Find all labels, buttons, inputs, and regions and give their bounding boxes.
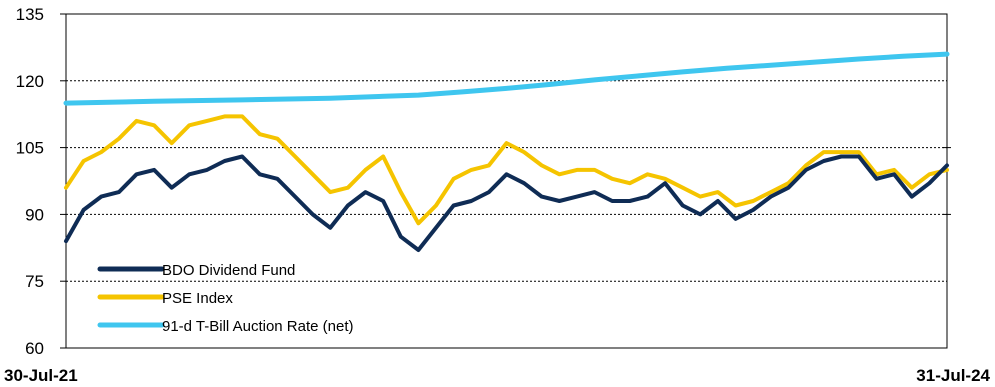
y-tick-label-60: 60	[25, 339, 44, 358]
legend-label-1: PSE Index	[162, 290, 233, 307]
legend: BDO Dividend Fund PSE Index 91-d T-Bill Au…	[97, 262, 353, 335]
x-axis-ticks: 30-Jul-21 31-Jul-24	[4, 366, 991, 385]
series-line-1	[64, 114, 949, 226]
x-tick-end: 31-Jul-24	[916, 366, 990, 385]
legend-label-2: 91-d T-Bill Auction Rate (net)	[162, 318, 353, 335]
y-tick-label-120: 120	[16, 72, 44, 91]
plot-area-border	[65, 13, 948, 349]
series-line-0	[64, 154, 949, 252]
y-tick-label-75: 75	[25, 272, 44, 291]
series-line-2	[63, 51, 950, 106]
x-tick-start: 30-Jul-21	[4, 366, 78, 385]
series-lines	[63, 51, 950, 252]
y-tick-label-105: 105	[16, 139, 44, 158]
gridlines	[66, 80, 947, 282]
y-tick-label-135: 135	[16, 5, 44, 24]
y-tick-label-90: 90	[25, 205, 44, 224]
legend-label-0: BDO Dividend Fund	[162, 262, 295, 279]
axes: 60 75 90 105 120 135	[16, 5, 951, 358]
